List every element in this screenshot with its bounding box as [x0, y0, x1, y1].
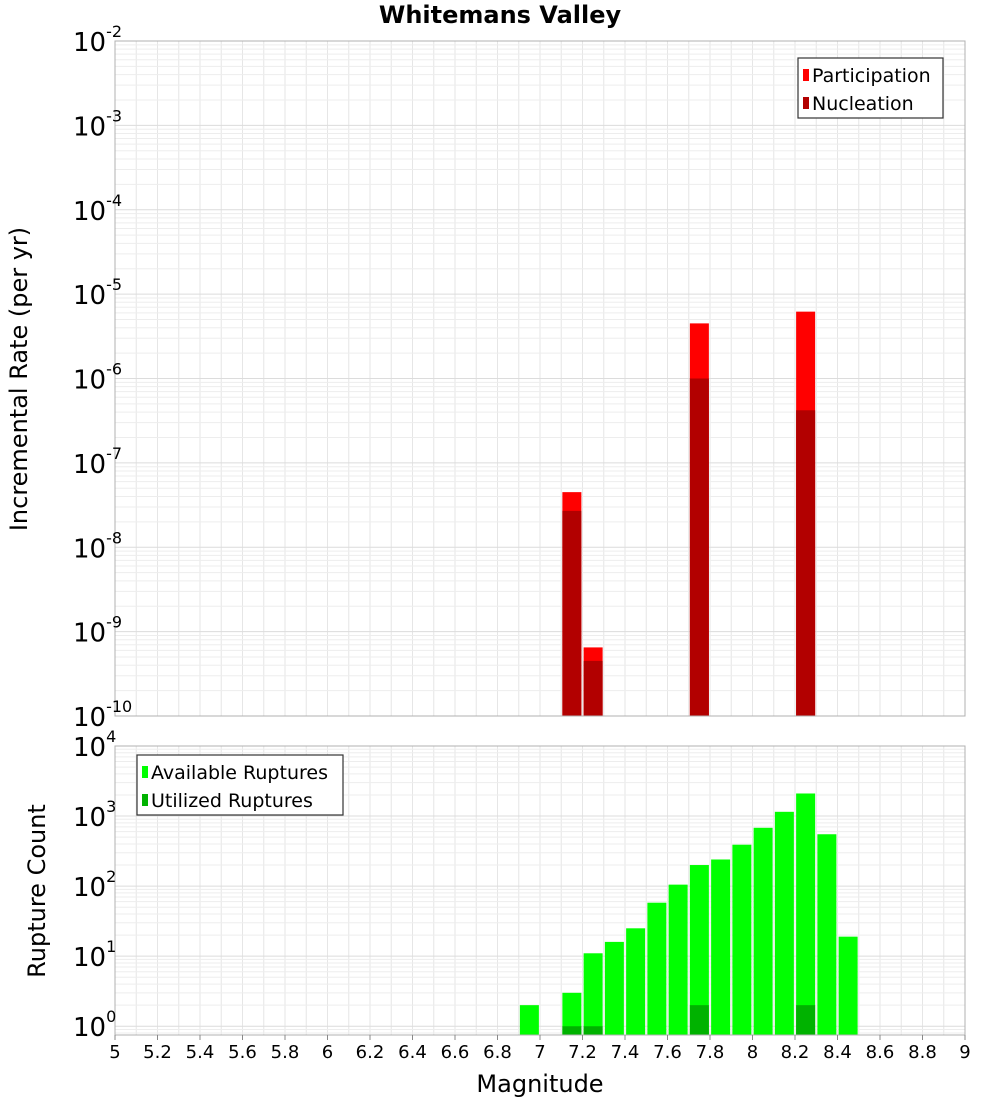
x-tick-label: 6.6 [441, 1042, 470, 1063]
x-tick-label: 6 [322, 1042, 333, 1063]
x-tick-label: 8.6 [866, 1042, 895, 1063]
bottom-bars [519, 793, 858, 1035]
top-legend-label: Nucleation [812, 93, 914, 115]
bottom-bar-utilized-ruptures [796, 1005, 816, 1035]
bottom-bar-available-ruptures [838, 936, 858, 1035]
bottom-bar-available-ruptures [796, 793, 816, 1035]
top-y-tick-label: 10-9 [73, 613, 122, 649]
bottom-bar-available-ruptures [604, 941, 624, 1035]
bottom-y-tick-label: 103 [73, 797, 116, 833]
bottom-bar-available-ruptures [817, 834, 837, 1035]
x-tick-label: 8.2 [781, 1042, 810, 1063]
bottom-legend-label: Utilized Ruptures [151, 790, 313, 812]
top-bar-nucleation [562, 510, 582, 716]
top-plot-border [114, 40, 966, 717]
bottom-legend-label: Available Ruptures [151, 762, 328, 784]
x-tick-label: 8.8 [908, 1042, 937, 1063]
bottom-legend-swatch [142, 794, 148, 806]
top-y-tick-label: 10-10 [73, 697, 132, 733]
x-tick-label: 6.4 [398, 1042, 427, 1063]
top-y-tick-label: 10-7 [73, 444, 122, 480]
bottom-bar-available-ruptures [519, 1005, 539, 1035]
chart-title: Whitemans Valley [379, 1, 622, 29]
x-tick-label: 5.6 [228, 1042, 257, 1063]
x-tick-label: 7.8 [696, 1042, 725, 1063]
top-y-tick-label: 10-4 [73, 191, 122, 227]
x-tick-label: 8.4 [823, 1042, 852, 1063]
top-grid [114, 40, 966, 717]
top-legend-label: Participation [812, 65, 931, 87]
top-y-tick-label: 10-5 [73, 275, 122, 311]
x-axis-label: Magnitude [476, 1070, 603, 1098]
top-plot: 10-2 10-3 10-4 10-5 10-6 10-7 10-8 10-9 10-10 Par… [73, 22, 966, 733]
top-bars [562, 311, 816, 716]
top-y-tick-labels: 10-2 10-3 10-4 10-5 10-6 10-7 10-8 10-9 10-10 [73, 22, 132, 733]
top-legend-box [797, 57, 944, 119]
top-legend-swatch [803, 69, 809, 81]
top-y-tick-label: 10-3 [73, 106, 122, 142]
bottom-legend-swatch [142, 766, 148, 778]
bottom-bar-available-ruptures [647, 902, 667, 1035]
x-tick-label: 6.2 [356, 1042, 385, 1063]
x-tick-label: 6.8 [483, 1042, 512, 1063]
bottom-bar-available-ruptures [583, 953, 603, 1035]
top-y-tick-label: 10-6 [73, 360, 122, 396]
x-tick-labels: 5 5.2 5.4 5.6 5.8 6 6.2 6.4 6.6 6.8 7 7.2 7.4 7.6 7.8 8… [109, 1035, 971, 1063]
x-tick-label: 7 [534, 1042, 545, 1063]
bottom-y-tick-label: 101 [73, 937, 116, 973]
bottom-bar-utilized-ruptures [562, 1026, 582, 1035]
bottom-bar-available-ruptures [711, 859, 731, 1035]
bottom-bar-utilized-ruptures [689, 1005, 709, 1035]
bottom-y-axis-label: Rupture Count [23, 804, 51, 978]
bottom-bar-available-ruptures [753, 827, 773, 1035]
top-y-tick-label: 10-8 [73, 528, 122, 564]
x-tick-label: 5.2 [143, 1042, 172, 1063]
bottom-bar-available-ruptures [689, 865, 709, 1035]
x-tick-label: 7.2 [568, 1042, 597, 1063]
bottom-bar-available-ruptures [562, 992, 582, 1035]
top-legend-swatch [803, 97, 809, 109]
x-tick-label: 8 [747, 1042, 758, 1063]
bottom-y-tick-label: 104 [73, 727, 116, 763]
top-bar-nucleation [583, 660, 603, 716]
top-y-tick-label: 10-2 [73, 22, 122, 58]
bottom-bar-available-ruptures [732, 844, 752, 1035]
bottom-legend-box [136, 754, 344, 816]
x-tick-label: 9 [959, 1042, 970, 1063]
top-y-axis-label: Incremental Rate (per yr) [5, 227, 33, 531]
x-tick-label: 7.4 [611, 1042, 640, 1063]
bottom-bar-available-ruptures [626, 928, 646, 1035]
x-tick-label: 5.8 [271, 1042, 300, 1063]
bottom-y-tick-label: 102 [73, 867, 116, 903]
bottom-y-tick-label: 100 [73, 1007, 116, 1043]
x-tick-label: 5 [109, 1042, 120, 1063]
bottom-bar-available-ruptures [774, 811, 794, 1035]
bottom-plot: 104 103 102 101 100 Available Ruptures Utilize… [73, 727, 966, 1043]
x-tick-label: 7.6 [653, 1042, 682, 1063]
top-bar-nucleation [796, 410, 816, 716]
bottom-bar-utilized-ruptures [583, 1026, 603, 1035]
x-tick-label: 5.4 [186, 1042, 215, 1063]
bottom-bar-available-ruptures [668, 884, 688, 1035]
top-bar-nucleation [689, 378, 709, 716]
top-legend: Participation Nucleation [797, 57, 944, 119]
bottom-legend: Available Ruptures Utilized Ruptures [136, 754, 344, 816]
bottom-y-tick-labels: 104 103 102 101 100 [73, 727, 116, 1043]
